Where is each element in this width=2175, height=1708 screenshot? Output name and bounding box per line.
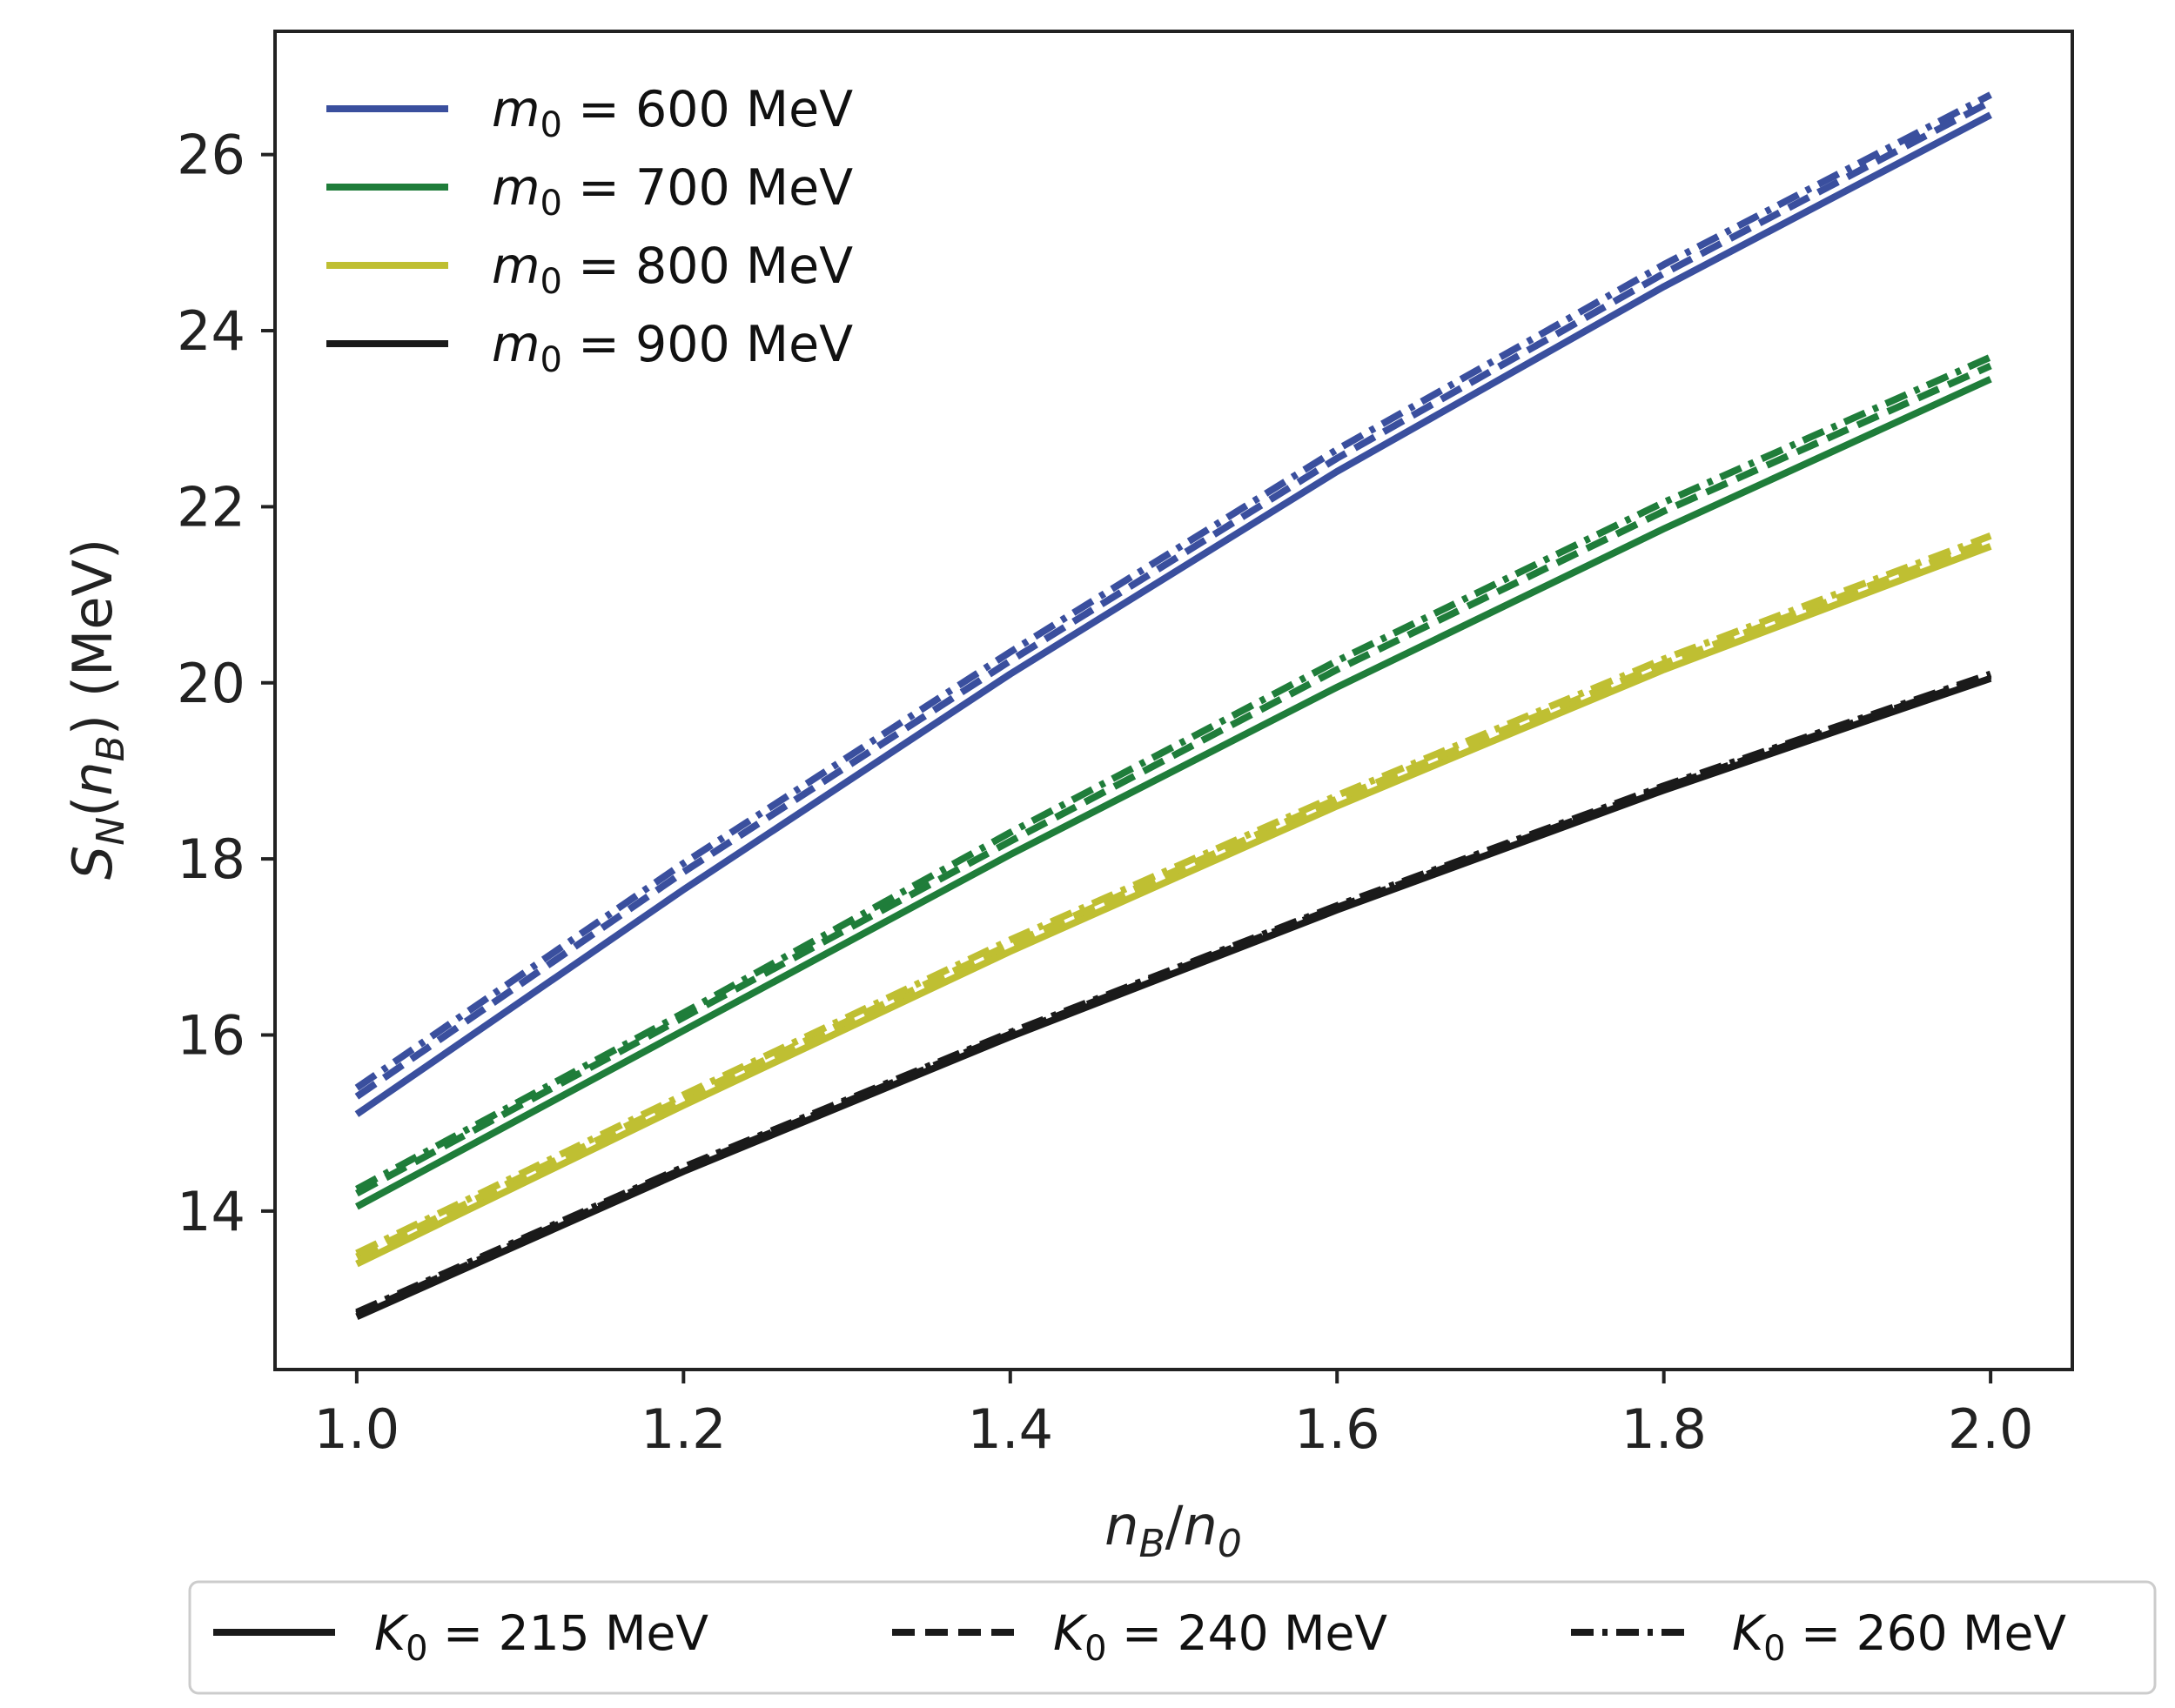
series-line-3 (354, 91, 1992, 1091)
style-legend-label: K0 = 240 MeV (1053, 1605, 1387, 1669)
color-legend-label: m0 = 700 MeV (492, 159, 853, 224)
y-axis-label: SN(nB) (MeV) (61, 539, 133, 880)
x-tick-label: 1.2 (641, 1397, 727, 1461)
x-tick-label: 2.0 (1948, 1397, 2034, 1461)
y-tick-label: 24 (177, 299, 245, 363)
style-legend-label: K0 = 260 MeV (1732, 1605, 2066, 1669)
x-tick-label: 1.8 (1621, 1397, 1707, 1461)
x-tick-label: 1.0 (314, 1397, 400, 1461)
series-line-4 (355, 376, 1992, 1210)
x-tick-label: 1.4 (967, 1397, 1053, 1461)
color-legend-label: m0 = 900 MeV (492, 316, 853, 380)
y-tick-label: 22 (177, 475, 245, 539)
y-axis-ticks: 14 16 18 20 22 24 26 (177, 124, 275, 1243)
color-legend-label: m0 = 600 MeV (492, 81, 853, 145)
style-legend-label: K0 = 215 MeV (374, 1605, 708, 1669)
series-line-5 (355, 362, 1992, 1197)
y-tick-label: 16 (177, 1004, 245, 1068)
style-legend: K0 = 215 MeV K0 = 240 MeV K0 = 260 MeV (213, 1605, 2066, 1669)
y-tick-label: 18 (177, 827, 245, 891)
series-line-2 (354, 98, 1992, 1100)
x-axis-ticks: 1.0 1.2 1.4 1.6 1.8 2.0 (314, 1370, 2034, 1461)
x-tick-label: 1.6 (1294, 1397, 1380, 1461)
series-line-7 (355, 543, 1992, 1268)
x-axis-label: nB/n0 (1104, 1494, 1242, 1566)
y-tick-label: 20 (177, 652, 245, 715)
color-legend-label: m0 = 800 MeV (492, 238, 853, 302)
series-line-9 (355, 532, 1992, 1256)
series-layer (354, 91, 1992, 1320)
y-tick-label: 14 (177, 1180, 245, 1243)
color-legend: m0 = 600 MeV m0 = 700 MeV m0 = 800 MeV m0 =… (326, 81, 853, 380)
series-line-12 (355, 670, 1992, 1316)
y-tick-label: 26 (177, 124, 245, 187)
series-line-8 (355, 537, 1992, 1261)
plot-frame (273, 30, 2074, 1371)
style-legend-box (188, 1580, 2157, 1695)
series-line-1 (354, 111, 1992, 1117)
